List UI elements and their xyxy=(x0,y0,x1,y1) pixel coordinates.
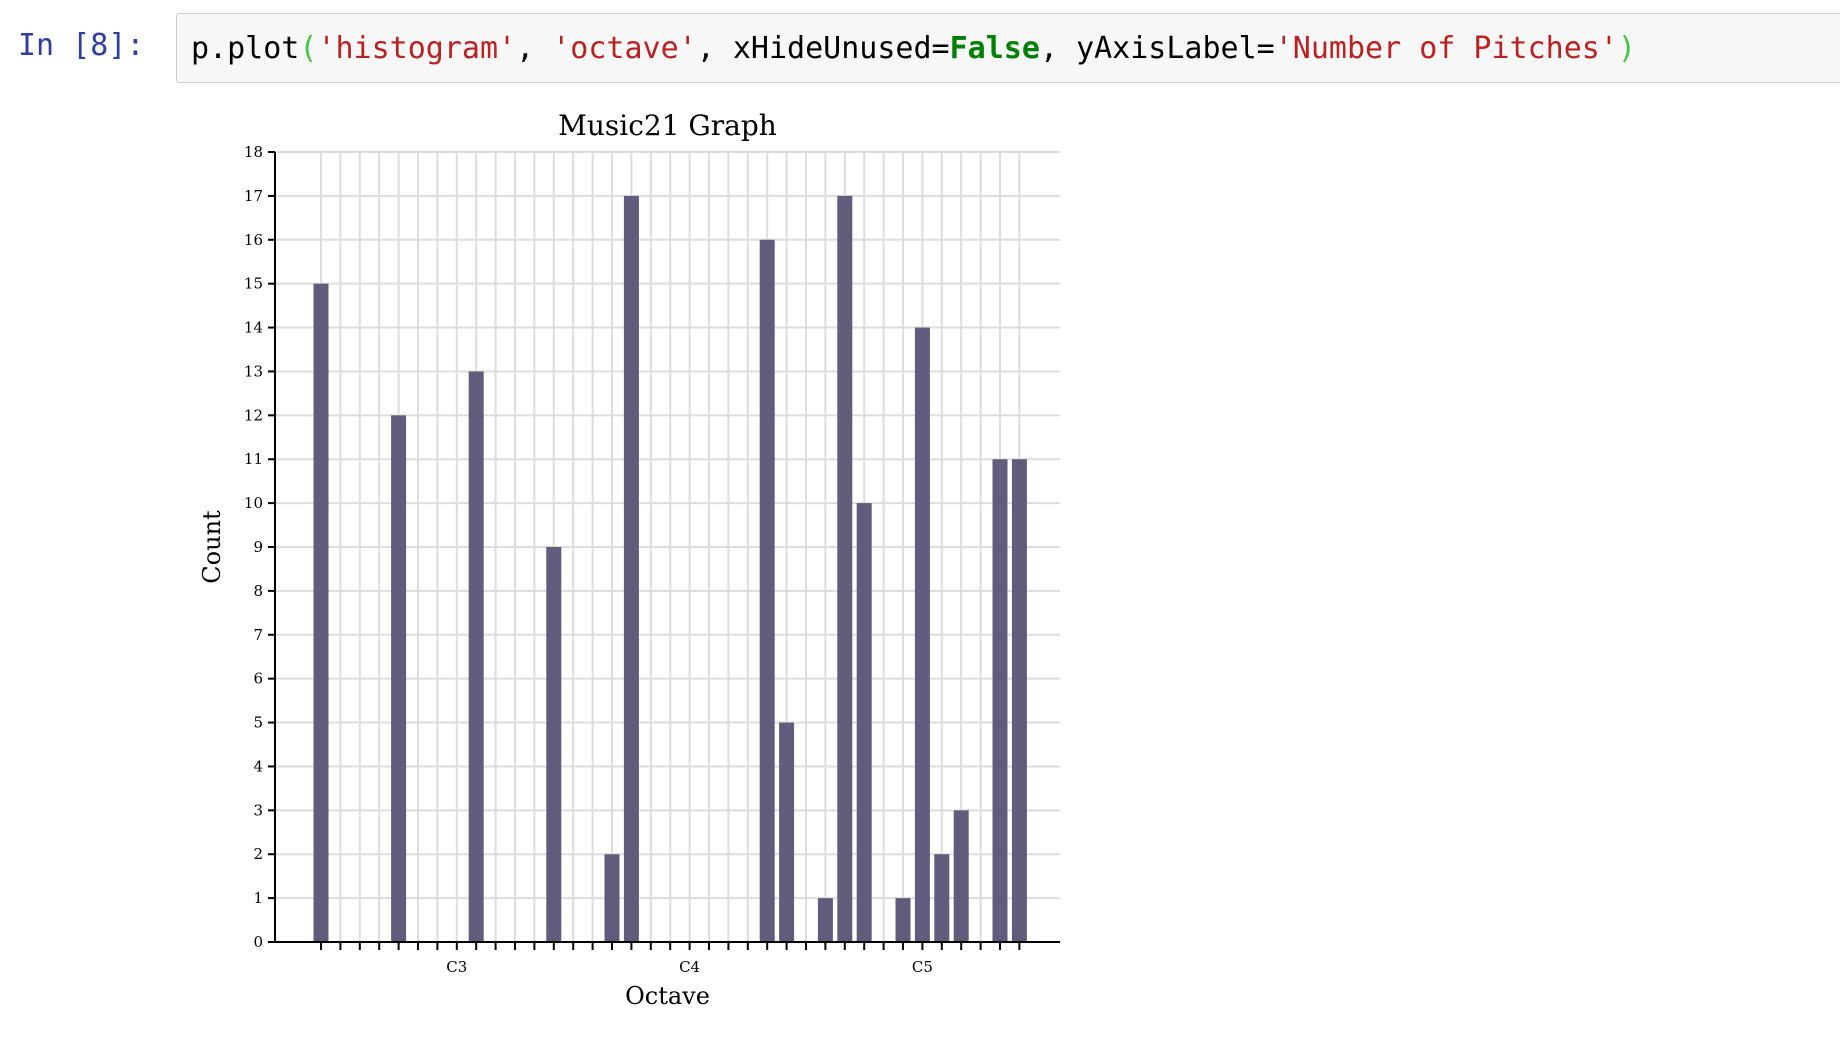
y-tick-label: 3 xyxy=(253,801,263,819)
y-tick-label: 0 xyxy=(253,933,263,951)
y-tick-label: 13 xyxy=(244,362,263,380)
code-open-paren: ( xyxy=(299,31,318,66)
y-tick-label: 18 xyxy=(244,143,263,161)
code-object: p.plot xyxy=(191,31,300,66)
bar xyxy=(895,898,911,942)
y-tick-label: 8 xyxy=(253,582,263,600)
bar xyxy=(779,722,795,942)
y-tick-label: 12 xyxy=(244,406,263,424)
bar xyxy=(934,854,950,942)
code-arg-histogram: 'histogram' xyxy=(317,31,517,66)
code-kw-xhideunused: xHideUnused= xyxy=(732,31,950,66)
code-input[interactable]: p.plot('histogram', 'octave', xHideUnuse… xyxy=(176,13,1840,83)
bar xyxy=(546,547,562,942)
code-kw-yaxislabel: yAxisLabel= xyxy=(1076,31,1275,66)
code-cell[interactable]: In [8]: p.plot('histogram', 'octave', xH… xyxy=(0,0,1840,100)
y-tick-label: 10 xyxy=(244,494,263,512)
x-ticks: C3 C4 C5 xyxy=(320,942,1021,976)
y-tick-label: 2 xyxy=(253,845,263,863)
code-close-paren: ) xyxy=(1617,31,1636,66)
bar xyxy=(914,327,930,942)
code-separator: , xyxy=(516,31,553,66)
y-tick-label: 5 xyxy=(253,714,263,732)
x-tick-label: C3 xyxy=(446,958,467,976)
y-tick-label: 6 xyxy=(253,670,263,688)
code-line: p.plot('histogram', 'octave', xHideUnuse… xyxy=(191,31,1636,66)
bars-layer xyxy=(313,195,1027,942)
chart-title: Music21 Graph xyxy=(558,109,777,142)
bar xyxy=(837,195,853,942)
code-separator: , xyxy=(1039,31,1077,66)
y-tick-label: 11 xyxy=(244,450,263,468)
code-kw-value-false: False xyxy=(949,31,1040,66)
bar xyxy=(313,283,329,942)
bar xyxy=(391,415,407,942)
y-tick-label: 4 xyxy=(253,757,263,775)
y-tick-label: 17 xyxy=(244,187,263,205)
bar xyxy=(468,371,484,942)
x-axis-label: Octave xyxy=(625,982,710,1010)
bar xyxy=(817,898,833,942)
y-tick-label: 14 xyxy=(244,319,263,337)
y-axis-label: Count xyxy=(198,510,226,584)
bar xyxy=(856,503,872,942)
bar xyxy=(604,854,620,942)
x-tick-label: C5 xyxy=(912,958,933,976)
bar xyxy=(953,810,969,942)
x-tick-label: C4 xyxy=(679,958,700,976)
code-kw-value-label: 'Number of Pitches' xyxy=(1274,31,1618,66)
y-tick-label: 9 xyxy=(253,538,263,556)
code-arg-octave: 'octave' xyxy=(552,31,697,66)
bar xyxy=(1011,459,1027,942)
y-tick-label: 15 xyxy=(244,275,263,293)
cell-prompt: In [8]: xyxy=(18,28,145,63)
cell-output: 0 1 2 3 4 5 6 7 8 9 10 11 12 13 14 15 16 17 18 C3 C4 C5 Musi… xyxy=(190,100,1090,1020)
y-tick-label: 1 xyxy=(253,889,263,907)
bar xyxy=(992,459,1008,942)
y-tick-label: 7 xyxy=(253,626,263,644)
bar xyxy=(759,239,775,942)
bar xyxy=(623,195,639,942)
code-separator: , xyxy=(696,31,733,66)
y-tick-label: 16 xyxy=(244,231,263,249)
